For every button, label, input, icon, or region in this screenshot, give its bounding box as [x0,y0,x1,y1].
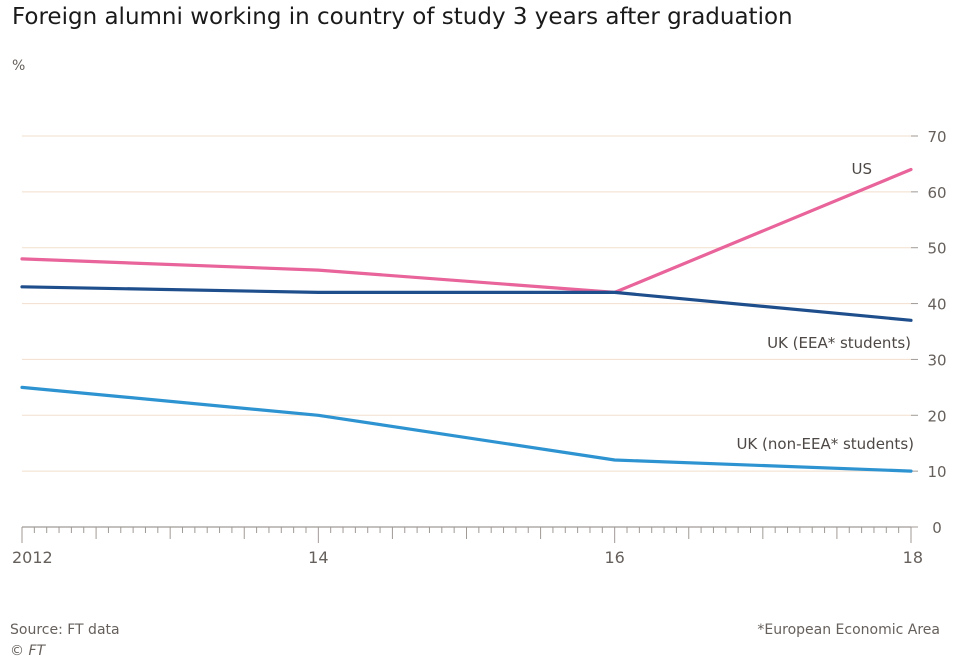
copyright-note: © FT [10,643,46,659]
y-tick-label: 60 [927,184,946,202]
y-tick-label: 50 [927,240,946,258]
x-tick-label: 2012 [12,548,53,567]
series-line-1 [20,285,913,322]
y-axis-unit: % [12,58,26,74]
x-tick-label: 14 [308,548,328,567]
y-tick-label: 70 [927,128,946,146]
series-label-1: UK (EEA* students) [767,334,911,352]
series-line-0 [20,167,913,294]
y-tick-label: 40 [927,296,946,314]
y-tick-label: 0 [932,519,942,537]
y-tick-label: 20 [927,407,946,425]
series-label-2: UK (non-EEA* students) [736,435,914,453]
footnote: *European Economic Area [757,622,940,638]
source-note: Source: FT data [10,622,120,638]
y-tick-label: 10 [927,463,946,481]
x-tick-label: 18 [903,548,923,567]
x-tick-label: 16 [604,548,624,567]
series-label-0: US [851,160,872,178]
y-tick-label: 30 [927,351,946,369]
series-line-2 [20,385,913,473]
chart-title: Foreign alumni working in country of stu… [12,4,793,30]
